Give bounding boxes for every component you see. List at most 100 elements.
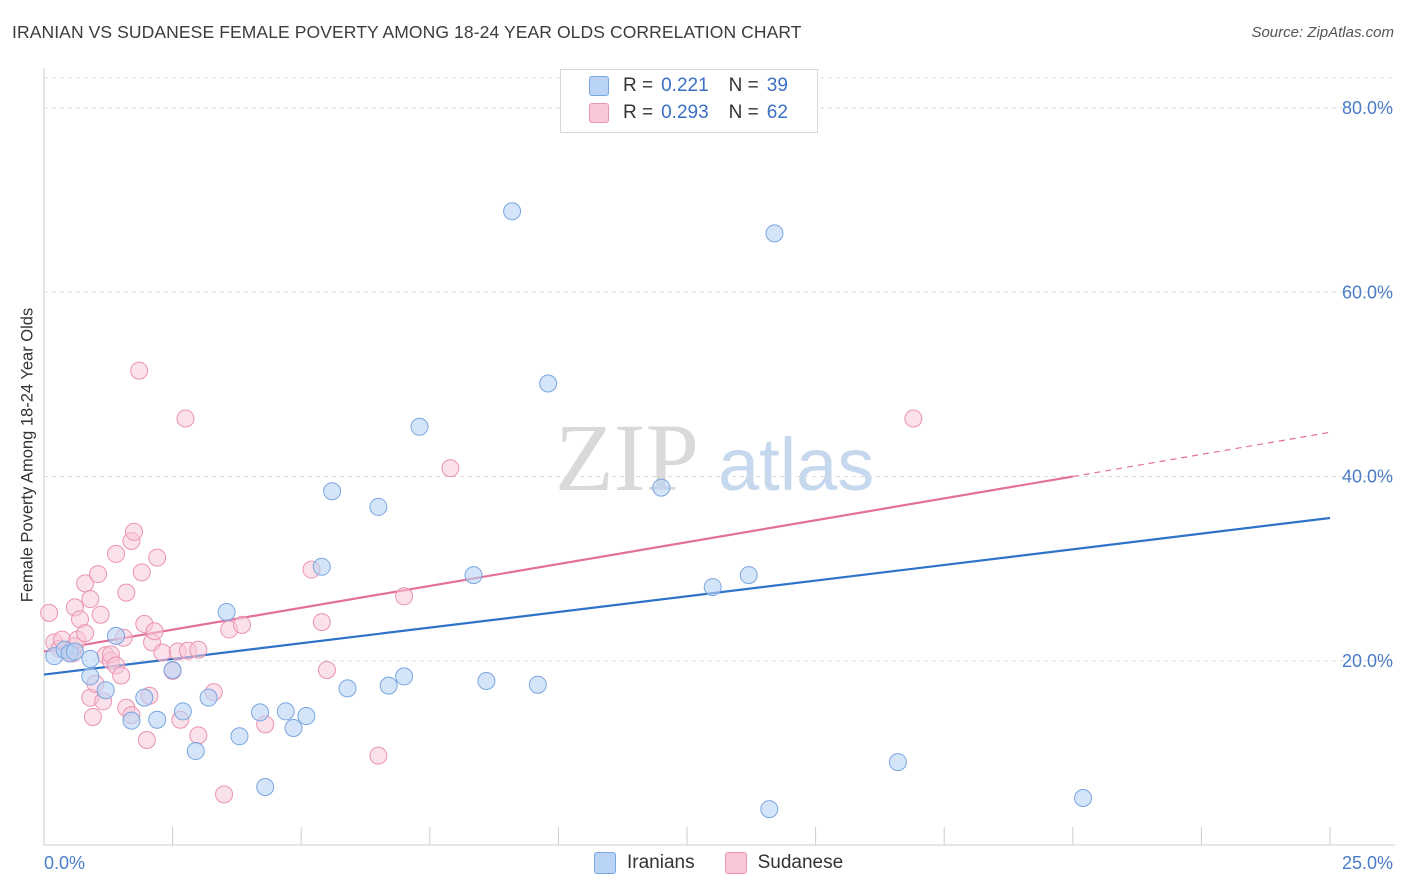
sudanese-point (81, 590, 100, 609)
iranians-point (163, 660, 182, 679)
iranians-point (323, 482, 342, 501)
sudanese-point (83, 707, 102, 726)
chart-title: IRANIAN VS SUDANESE FEMALE POVERTY AMONG… (12, 22, 802, 42)
iranians-point (410, 417, 429, 436)
iranians-point (65, 642, 84, 661)
sudanese-point (89, 565, 108, 584)
sudanese-trend-extension (1072, 431, 1331, 478)
iranians-point (503, 202, 522, 221)
tick-labels: 20.0% 40.0% 60.0% 80.0% 0.0% 25.0% (44, 98, 1393, 873)
legend-item-sudanese[interactable]: Sudanese (724, 852, 844, 874)
iranians-point (1074, 789, 1093, 808)
iranians-point (96, 681, 115, 700)
sudanese-point (904, 409, 923, 428)
sudanese-point (176, 409, 195, 428)
iranians-point (186, 742, 205, 761)
iranians-point (338, 679, 357, 698)
x-tick-label: 25.0% (1342, 853, 1393, 873)
y-tick-label: 20.0% (1342, 651, 1393, 671)
sudanese-point (40, 603, 59, 622)
iranians-point (284, 719, 303, 738)
legend-n-value: 39 (766, 75, 788, 96)
iranians-point (528, 675, 547, 694)
sudanese-swatch (589, 103, 609, 123)
sudanese-point (117, 583, 136, 602)
legend-row-iranians: R = 0.221 N = 39 (589, 74, 788, 98)
watermark-atlas: atlas (718, 423, 874, 506)
iranians-point (395, 667, 414, 686)
iranians-point (369, 497, 388, 516)
iranians-point (477, 672, 496, 691)
sudanese-point (215, 785, 234, 804)
iranians-point (765, 224, 784, 243)
legend-label-sudanese: Sudanese (757, 852, 844, 873)
sudanese-point (112, 666, 131, 685)
watermark-zip: ZIP (555, 404, 699, 511)
legend-n-label: N = (728, 102, 759, 123)
iranians-point (173, 702, 192, 721)
iranians-point (276, 702, 295, 721)
iranians-point (539, 374, 558, 393)
sudanese-point (145, 622, 164, 641)
sudanese-point (137, 730, 156, 749)
data-points (40, 202, 1093, 819)
legend-n-label: N = (728, 75, 759, 96)
iranians-point (739, 566, 758, 585)
legend-item-iranians[interactable]: Iranians (594, 852, 695, 874)
sudanese-point (76, 624, 95, 643)
iranians-legend-swatch (594, 852, 616, 874)
y-tick-label: 40.0% (1342, 467, 1393, 487)
iranians-swatch (589, 76, 609, 96)
axes (43, 68, 1395, 846)
sudanese-point (125, 522, 144, 541)
iranians-point (312, 557, 331, 576)
iranians-point (107, 626, 126, 645)
iranians-point (652, 478, 671, 497)
legend-n-value: 62 (766, 102, 788, 123)
iranians-point (148, 710, 167, 729)
iranians-point (379, 676, 398, 695)
iranians-point (217, 602, 236, 621)
sudanese-trend-line (43, 475, 1073, 653)
iranians-point (135, 688, 154, 707)
iranians-trend-line (43, 516, 1331, 676)
sudanese-point (233, 615, 252, 634)
source-label: Source: ZipAtlas.com (1251, 24, 1394, 41)
legend-r-value: 0.293 (661, 102, 709, 123)
x-tick-label: 0.0% (44, 853, 85, 873)
iranians-point (81, 649, 100, 668)
legend-r-label: R = (623, 102, 654, 123)
trend-lines (43, 431, 1331, 676)
sudanese-point (148, 548, 167, 567)
legend-label-iranians: Iranians (627, 852, 695, 873)
sudanese-point (189, 640, 208, 659)
iranians-point (199, 688, 218, 707)
grid-lines (44, 77, 1395, 662)
sudanese-point (369, 746, 388, 765)
sudanese-point (91, 605, 110, 624)
iranians-point (256, 777, 275, 796)
sudanese-point (153, 643, 172, 662)
sudanese-point (107, 544, 126, 563)
y-tick-label: 60.0% (1342, 282, 1393, 302)
iranians-point (703, 578, 722, 597)
correlation-legend: R = 0.221 N = 39 R = 0.293 N = 62 (560, 69, 818, 133)
sudanese-point (441, 459, 460, 478)
iranians-point (297, 707, 316, 726)
legend-r-label: R = (623, 75, 654, 96)
iranians-point (464, 566, 483, 585)
series-legend: Iranians Sudanese (594, 852, 873, 874)
sudanese-point (189, 726, 208, 745)
y-tick-label: 80.0% (1342, 98, 1393, 118)
sudanese-legend-swatch (724, 852, 747, 874)
iranians-point (81, 667, 100, 686)
legend-r-value: 0.221 (661, 75, 709, 96)
sudanese-point (312, 613, 331, 632)
sudanese-point (317, 660, 336, 679)
iranians-point (760, 800, 779, 819)
zipatlas-watermark: ZIP atlas (555, 404, 874, 511)
sudanese-point (130, 361, 149, 380)
legend-row-sudanese: R = 0.293 N = 62 (589, 101, 788, 125)
iranians-point (122, 711, 141, 730)
